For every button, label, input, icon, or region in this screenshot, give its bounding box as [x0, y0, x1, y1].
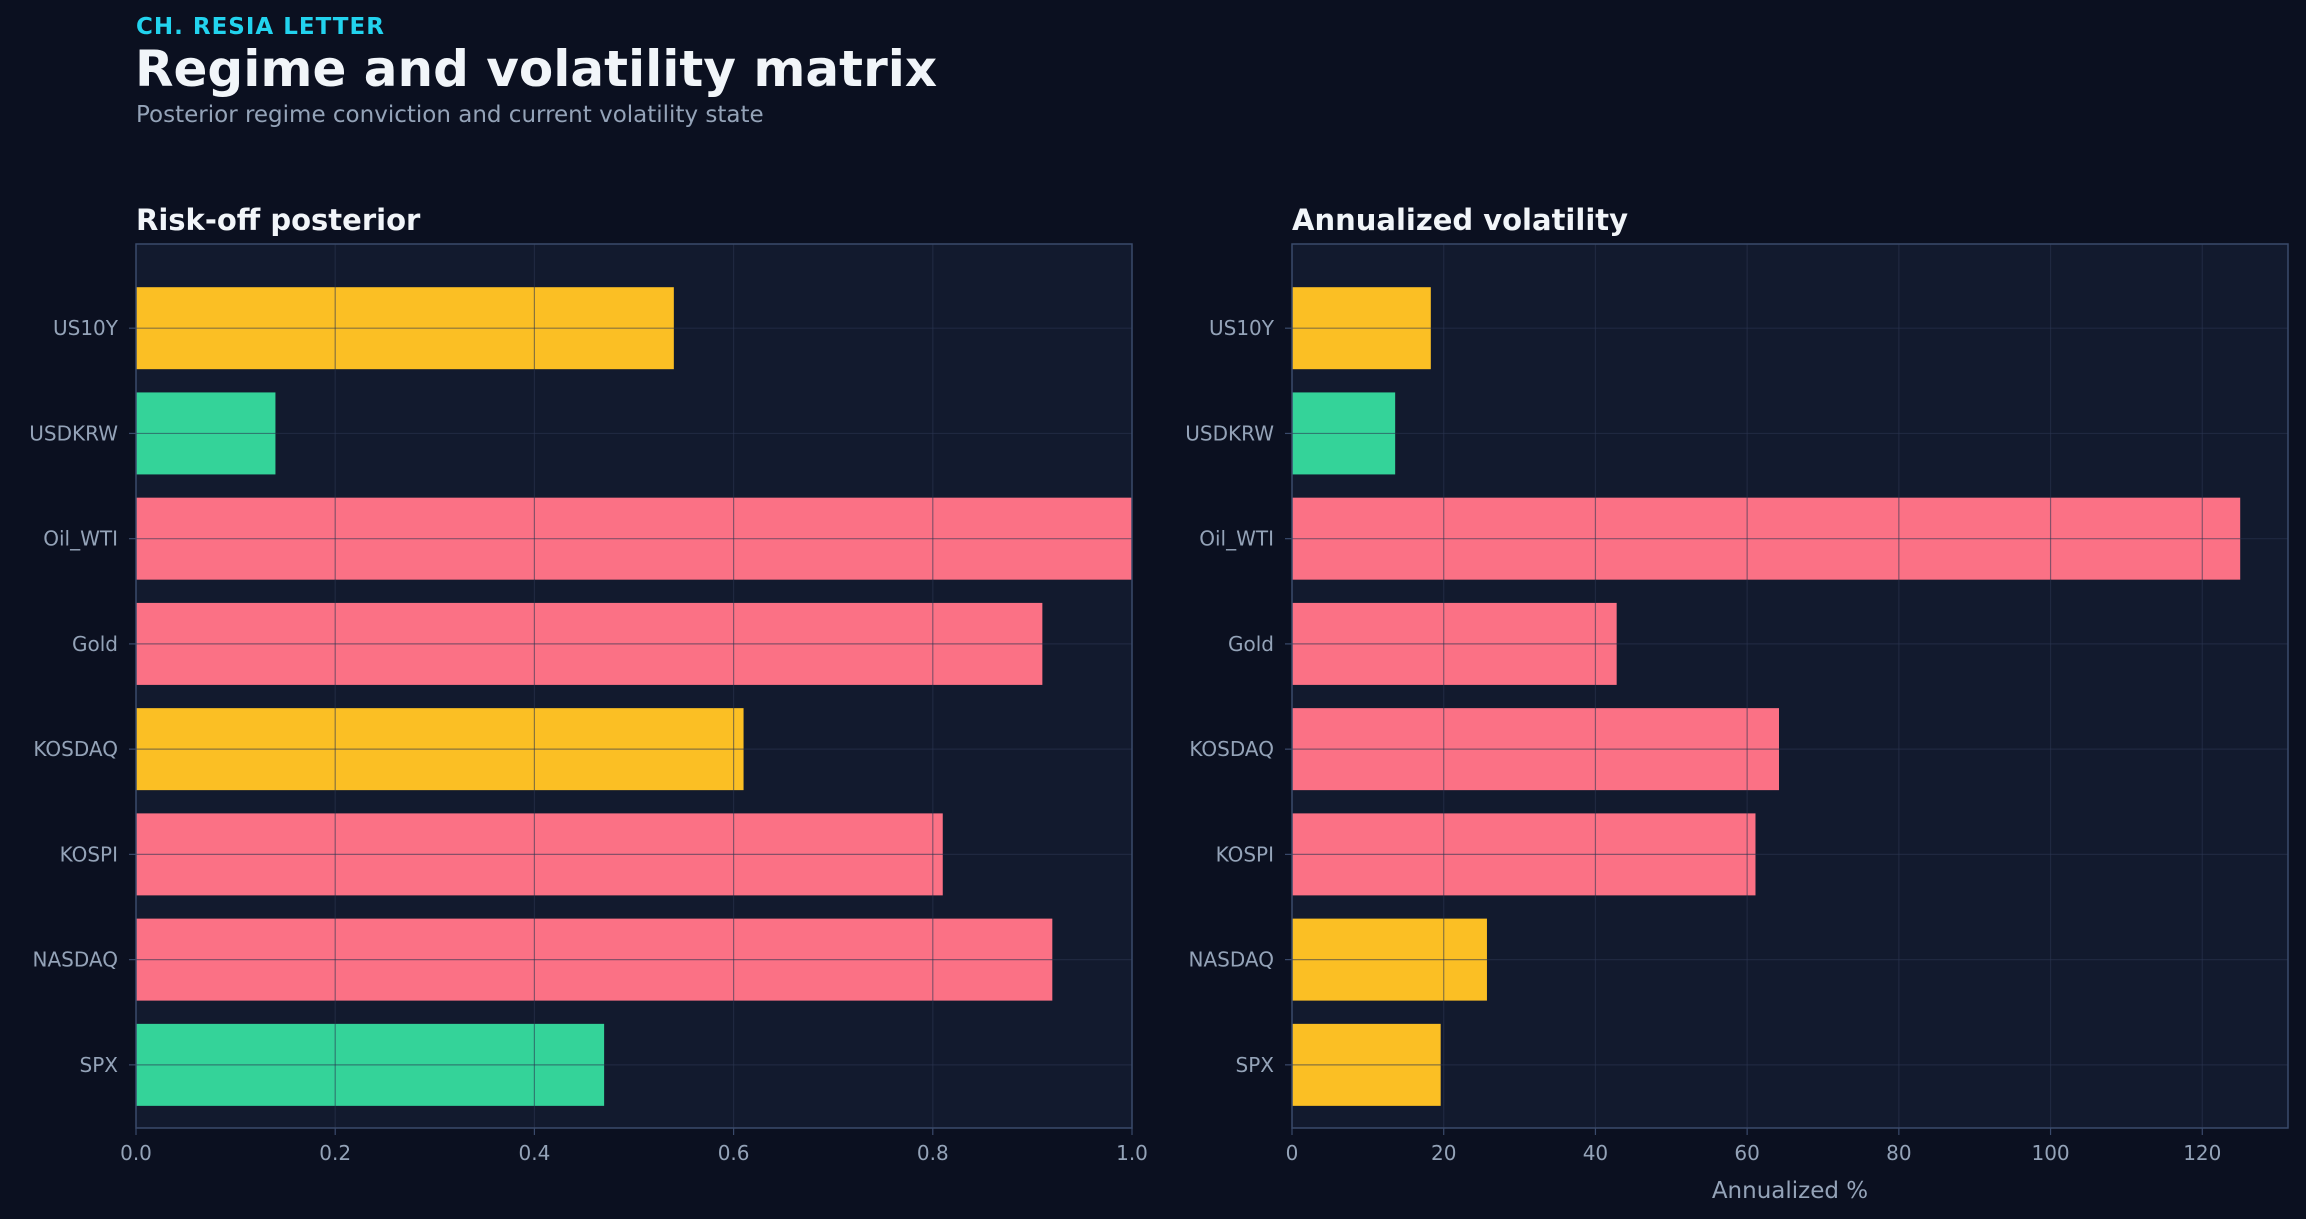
x-tick-label: 0.6 — [718, 1141, 750, 1165]
y-tick-label: NASDAQ — [1189, 948, 1274, 972]
y-tick-label: SPX — [80, 1053, 119, 1077]
y-tick-label: NASDAQ — [33, 948, 118, 972]
x-tick-label: 0.2 — [319, 1141, 351, 1165]
y-tick-label: Oil_WTI — [43, 527, 118, 551]
y-tick-label: KOSPI — [1216, 842, 1274, 866]
x-tick-label: 20 — [1431, 1141, 1456, 1165]
y-tick-label: USDKRW — [29, 421, 118, 445]
y-tick-label: KOSDAQ — [1189, 737, 1274, 761]
eyebrow-label: CH. RESIA LETTER — [136, 14, 385, 40]
x-tick-label: 0.0 — [120, 1141, 152, 1165]
y-tick-label: Gold — [72, 632, 118, 656]
x-tick-label: 100 — [2031, 1141, 2069, 1165]
y-tick-label: USDKRW — [1185, 421, 1274, 445]
x-tick-label: 120 — [2183, 1141, 2221, 1165]
y-tick-label: KOSDAQ — [33, 737, 118, 761]
chart-panel-2: Annualized volatility US10Y USDKRW Oil_WTI G… — [1185, 203, 2289, 1204]
x-tick-label: 0.8 — [917, 1141, 949, 1165]
page-subtitle: Posterior regime conviction and current … — [136, 102, 764, 128]
panel-title: Risk-off posterior — [136, 203, 421, 237]
y-tick-label: US10Y — [1209, 316, 1275, 340]
x-tick-label: 80 — [1886, 1141, 1911, 1165]
y-tick-label: Oil_WTI — [1199, 527, 1274, 551]
y-tick-label: US10Y — [53, 316, 119, 340]
x-tick-label: 0.4 — [518, 1141, 550, 1165]
x-tick-label: 0 — [1286, 1141, 1299, 1165]
y-tick-label: SPX — [1236, 1053, 1275, 1077]
x-tick-label: 40 — [1583, 1141, 1608, 1165]
chart-panel-1: Risk-off posterior US10Y USDKRW Oil_WTI Gold… — [29, 203, 1148, 1165]
plot-frame — [135, 243, 1133, 1129]
y-tick-label: Gold — [1228, 632, 1274, 656]
x-tick-label: 60 — [1734, 1141, 1759, 1165]
x-axis-label: Annualized % — [1712, 1178, 1868, 1204]
plot-frame — [1291, 243, 2289, 1129]
panel-title: Annualized volatility — [1292, 203, 1628, 237]
page-title: Regime and volatility matrix — [135, 40, 938, 98]
x-tick-label: 1.0 — [1116, 1141, 1148, 1165]
y-tick-label: KOSPI — [60, 842, 118, 866]
